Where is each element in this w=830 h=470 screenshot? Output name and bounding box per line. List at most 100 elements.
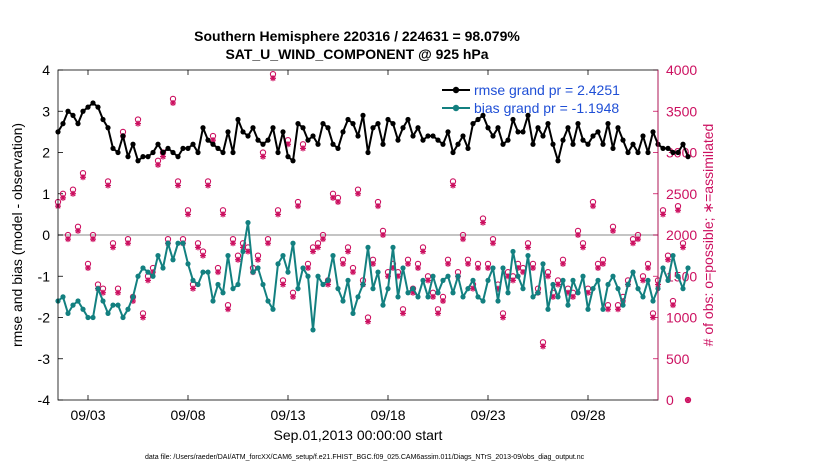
bias-point	[160, 265, 166, 271]
data-file-footnote: data file: /Users/raeder/DAI/ATM_forcXX/…	[145, 454, 585, 461]
obs-assimilated-point	[575, 232, 581, 238]
obs-assimilated-point	[345, 248, 351, 255]
asterisk-stroke	[525, 244, 531, 250]
bias-point	[560, 277, 566, 283]
left-axis-label: rmse and bias (model - observation)	[9, 123, 25, 347]
rmse-point	[120, 133, 126, 139]
bias-point	[140, 265, 146, 271]
obs-assimilated-point	[115, 289, 121, 296]
rmse-point	[480, 112, 486, 118]
asterisk-stroke	[305, 265, 311, 271]
obs-assimilated-point	[145, 277, 151, 284]
left-tick-label: -1	[38, 268, 51, 284]
bias-point	[130, 294, 136, 300]
asterisk-stroke	[200, 253, 206, 259]
rmse-point	[615, 125, 621, 131]
bias-point	[80, 306, 86, 312]
obs-assimilated-point	[85, 265, 91, 271]
bias-point	[320, 281, 326, 288]
rmse-point	[665, 145, 671, 151]
asterisk-stroke	[500, 314, 506, 321]
rmse-point	[565, 125, 571, 131]
asterisk-stroke	[325, 281, 331, 288]
obs-assimilated-point	[630, 240, 636, 247]
rmse-point	[450, 149, 456, 156]
obs-assimilated-point	[100, 289, 106, 296]
rmse-point	[555, 158, 561, 164]
obs-assimilated-point	[125, 240, 131, 247]
rmse-series	[55, 100, 691, 164]
bias-point	[225, 253, 231, 259]
asterisk-stroke	[440, 298, 446, 304]
asterisk-stroke	[295, 203, 301, 209]
bias-point	[355, 294, 361, 300]
obs-assimilated-point	[155, 161, 161, 168]
asterisk-stroke	[170, 100, 176, 106]
rmse-point	[90, 100, 96, 106]
asterisk-stroke	[510, 277, 516, 283]
obs-assimilated-point	[635, 236, 641, 243]
bias-point	[625, 281, 631, 288]
asterisk-stroke	[145, 277, 151, 283]
asterisk-stroke	[300, 145, 306, 151]
asterisk-stroke	[675, 207, 681, 213]
asterisk-stroke	[155, 162, 161, 168]
left-axis-ticks: -4 -3 -2 -1 0 1 2 3 4	[38, 62, 63, 408]
rmse-point	[600, 141, 606, 147]
rmse-point	[160, 149, 166, 156]
asterisk-stroke	[65, 236, 71, 242]
asterisk-stroke	[90, 236, 96, 242]
rmse-point	[590, 133, 596, 139]
x-axis-ticks: 09/03 09/08 09/13 09/18 09/23 09/28	[70, 70, 606, 423]
rmse-point	[355, 133, 361, 139]
asterisk-stroke	[245, 248, 251, 255]
rmse-point	[410, 133, 416, 139]
asterisk-stroke	[115, 290, 121, 296]
x-tick-label: 09/18	[370, 407, 405, 423]
bias-point	[505, 290, 511, 296]
asterisk-stroke	[605, 306, 611, 312]
bias-point	[135, 273, 141, 279]
asterisk-stroke	[195, 244, 201, 250]
bias-point	[510, 248, 516, 255]
right-tick-label: 3500	[666, 103, 697, 119]
bias-point	[420, 277, 426, 283]
rmse-point	[370, 125, 376, 131]
right-tick-label: 4000	[666, 62, 697, 78]
rmse-point	[260, 141, 266, 147]
legend-bias-marker	[452, 104, 460, 112]
obs-assimilated-point	[325, 281, 331, 288]
obs-assimilated-point	[365, 318, 371, 325]
asterisk-stroke	[220, 211, 226, 217]
obs-assimilated-point	[65, 236, 71, 243]
obs-assimilated-point	[220, 211, 226, 218]
asterisk-stroke	[185, 211, 191, 217]
asterisk-stroke	[175, 182, 181, 189]
legend-bias-label: bias grand pr = -1.1948	[474, 100, 619, 116]
right-tick-label: 500	[666, 351, 690, 367]
bias-point	[90, 314, 96, 321]
rmse-point	[595, 129, 601, 135]
rmse-point	[415, 125, 421, 131]
bias-point	[245, 220, 251, 226]
asterisk-stroke	[275, 211, 281, 217]
bias-point	[460, 294, 466, 300]
obs-assimilated-point	[200, 252, 206, 259]
bias-point	[675, 273, 681, 279]
rmse-point	[290, 158, 296, 164]
asterisk-stroke	[685, 397, 691, 403]
rmse-point	[405, 116, 411, 123]
asterisk-stroke	[60, 195, 66, 201]
bias-point	[170, 257, 176, 263]
rmse-point	[280, 129, 286, 135]
rmse-point	[460, 133, 466, 139]
rmse-point	[490, 133, 496, 139]
obs-assimilated-point	[215, 269, 221, 276]
asterisk-stroke	[540, 343, 546, 349]
rmse-point	[395, 137, 401, 143]
bias-point	[260, 281, 266, 288]
bias-point	[610, 273, 616, 279]
rmse-point	[325, 125, 331, 131]
rmse-point	[270, 125, 276, 131]
